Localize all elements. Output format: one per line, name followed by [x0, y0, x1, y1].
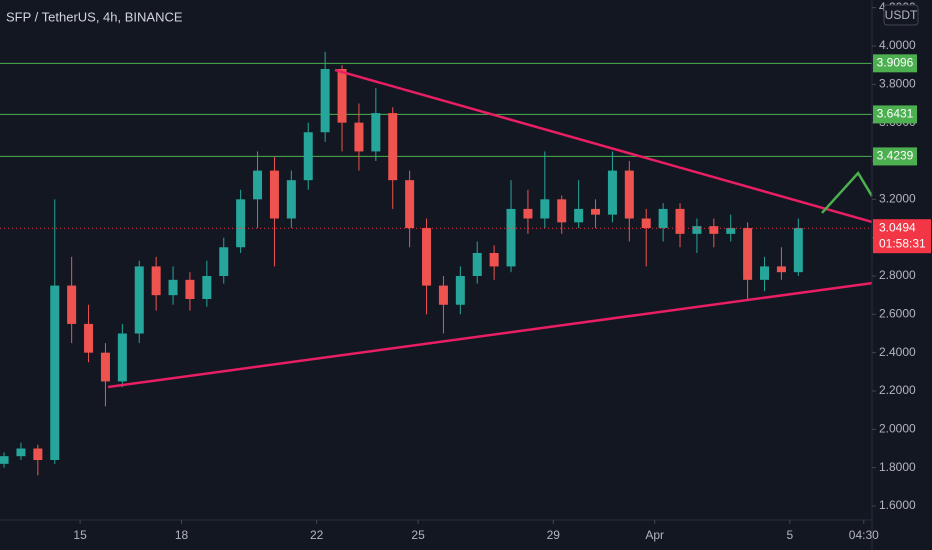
candle-body — [776, 266, 786, 273]
candle-body — [202, 276, 212, 300]
y-tick-label: 2.8000 — [879, 268, 916, 282]
trendline — [107, 281, 873, 389]
y-tick-label: 3.8000 — [879, 77, 916, 91]
candle-body — [574, 208, 584, 223]
y-tick-label: 2.2000 — [879, 383, 916, 397]
trendline — [821, 170, 874, 214]
x-tick-label: 22 — [310, 528, 324, 542]
countdown-label: 01:58:31 — [879, 236, 926, 250]
candle-body — [641, 218, 651, 229]
x-tick-label: 29 — [547, 528, 561, 542]
candle-body — [422, 228, 432, 286]
x-tick-label: 04:30 — [849, 528, 879, 542]
candle-body — [692, 226, 702, 234]
y-tick-label: 4.0000 — [879, 38, 916, 52]
candle-body — [489, 253, 499, 267]
candle-body — [67, 285, 77, 324]
candle-body — [591, 208, 601, 215]
candle-body — [557, 199, 567, 223]
candle-body — [506, 208, 516, 267]
candle-body — [607, 170, 617, 215]
y-tick-label: 3.2000 — [879, 192, 916, 206]
candle-body — [371, 113, 381, 152]
candle-body — [675, 208, 685, 234]
plot-area — [0, 51, 874, 476]
candle-body — [405, 180, 415, 229]
y-tick-label: 2.0000 — [879, 422, 916, 436]
trendline — [334, 68, 873, 224]
candle-body — [455, 276, 465, 305]
candle-body — [50, 285, 60, 461]
candle-body — [743, 228, 753, 280]
candle-body — [168, 279, 178, 296]
x-tick-label: 18 — [175, 528, 189, 542]
currency-box[interactable] — [883, 4, 919, 26]
y-tick-label: 2.4000 — [879, 345, 916, 359]
chart-title: SFP / TetherUS, 4h, BINANCE — [6, 9, 183, 24]
currency-label[interactable]: USDT — [885, 8, 918, 22]
candle-body — [658, 208, 668, 229]
y-tick-label: 2.6000 — [879, 307, 916, 321]
candle-body — [253, 170, 263, 200]
level-label-box — [873, 147, 917, 166]
axis-labels: 1.6000 1.8000 2.0000 2.2000 2.4000 2.6000 2.80… — [73, 0, 931, 542]
candle-body — [236, 199, 246, 248]
candle-body — [726, 228, 736, 234]
level-label: 3.4239 — [877, 149, 914, 163]
candle-body — [354, 122, 364, 152]
level-label: 3.6431 — [877, 107, 914, 121]
candle-body — [388, 113, 398, 181]
candle-body — [134, 266, 144, 334]
candle-body — [185, 279, 195, 300]
candle-body — [269, 170, 279, 219]
candle-body — [709, 226, 719, 234]
candle-body — [303, 132, 313, 181]
level-label: 3.9096 — [877, 55, 914, 69]
candle-body — [337, 69, 347, 123]
candle-body — [117, 333, 127, 382]
last-price-label: 3.0494 — [879, 220, 916, 234]
y-tick-label: 1.8000 — [879, 460, 916, 474]
candle-body — [438, 285, 448, 305]
x-tick-label: Apr — [645, 528, 664, 542]
level-label-box — [873, 54, 917, 73]
candle-body — [0, 456, 9, 464]
candle-body — [100, 352, 110, 382]
candle-body — [84, 323, 94, 353]
candle-body — [624, 170, 634, 219]
last-price-box — [873, 219, 931, 254]
candle-body — [219, 247, 229, 277]
candle-body — [760, 266, 770, 280]
candle-body — [540, 199, 550, 219]
x-tick-label: 15 — [73, 528, 87, 542]
candle-body — [523, 208, 533, 219]
candle-body — [16, 448, 26, 457]
candle-body — [33, 448, 43, 461]
y-tick-label: 1.6000 — [879, 498, 916, 512]
candle-body — [793, 228, 803, 273]
candle-body — [472, 253, 482, 277]
candle-body — [286, 180, 296, 219]
candle-body — [151, 266, 161, 296]
x-tick-label: 5 — [787, 528, 794, 542]
level-label-box — [873, 105, 917, 124]
candle-body — [320, 69, 330, 133]
x-tick-label: 25 — [411, 528, 425, 542]
